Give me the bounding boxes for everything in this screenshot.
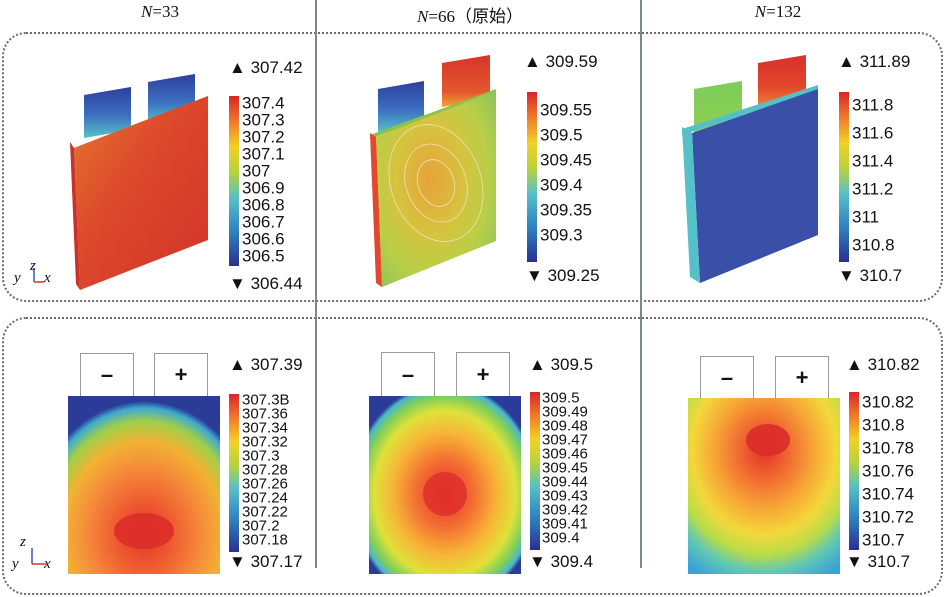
- min-label-top-n132: ▼ 310.7: [838, 266, 903, 285]
- max-marker-icon: ▲: [524, 52, 541, 71]
- axis-triad-bottom: [31, 548, 46, 565]
- colorbar-ticks-top-n132: 311.8 311.6 311.4 311.2 311 310.8: [852, 95, 895, 255]
- max-label-top-n132: ▲ 311.89: [838, 52, 911, 71]
- tab-negative: [84, 87, 131, 138]
- min-marker-icon: ▼: [838, 266, 855, 285]
- contour-map-n132: [688, 398, 840, 574]
- min-label-bottom-n66: ▼ 309.4: [529, 552, 594, 571]
- top-row-panel: [2, 32, 943, 302]
- max-marker-icon: ▲: [846, 355, 863, 374]
- column-title-n132: N=132: [754, 2, 802, 21]
- colorbar-bottom-n132: [849, 392, 859, 550]
- colorbar-bottom-n66: [530, 392, 540, 550]
- bottom-row-panel: [2, 317, 943, 595]
- colorbar-ticks-top-n66: 309.55 309.5 309.45 309.4 309.35 309.3: [540, 100, 592, 245]
- contour-map-n66: [369, 396, 521, 574]
- min-label-bottom-n132: ▼ 310.7: [846, 552, 911, 571]
- cell-front-face: [692, 89, 818, 283]
- contour-map-n33: [68, 396, 220, 574]
- tab-negative-box: –: [700, 356, 754, 400]
- cell-front-face: [376, 91, 496, 287]
- min-marker-icon: ▼: [229, 274, 246, 293]
- cell-3d-plot-n132: [682, 55, 818, 283]
- cell-edge-face: [370, 133, 382, 287]
- min-label-top-n33: ▼ 306.44: [229, 274, 303, 293]
- axis-label-y: y: [14, 270, 21, 286]
- max-label-bottom-n132: ▲ 310.82: [846, 355, 920, 374]
- min-marker-icon: ▼: [526, 266, 543, 285]
- colorbar-top-n33: [229, 96, 239, 266]
- axis-label-x: x: [44, 270, 51, 286]
- max-label-bottom-n33: ▲ 307.39: [229, 355, 303, 374]
- colorbar-ticks-top-n33: 307.4 307.3 307.2 307.1 307 306.9 306.8 …: [242, 93, 285, 266]
- axis-label-z: z: [30, 258, 36, 274]
- max-label-top-n33: ▲ 307.42: [229, 58, 303, 77]
- cell-edge-face: [70, 142, 80, 290]
- min-label-bottom-n33: ▼ 307.17: [229, 552, 303, 571]
- tab-positive: [442, 55, 490, 107]
- column-separator-1: [315, 0, 317, 568]
- column-separator-2: [640, 0, 642, 568]
- axis-label-z-bottom: z: [20, 534, 26, 550]
- cell-3d-plot-n33: [70, 74, 208, 290]
- max-marker-icon: ▲: [229, 355, 246, 374]
- min-marker-icon: ▼: [529, 552, 546, 571]
- cell-side-face: [682, 85, 818, 135]
- max-marker-icon: ▲: [529, 355, 546, 374]
- tab-positive-box: +: [775, 356, 829, 400]
- column-title-n66: N=66（原始）: [417, 7, 523, 26]
- colorbar-ticks-bottom-n33: 307.3B 307.36 307.34 307.32 307.3 307.28…: [242, 391, 290, 549]
- max-label-top-n66: ▲ 309.59: [524, 52, 598, 71]
- column-title-n33: N=33: [141, 2, 179, 21]
- colorbar-ticks-bottom-n132: 310.82 310.8 310.78 310.76 310.74 310.72…: [862, 392, 914, 550]
- axis-triad-top-1: [33, 268, 44, 283]
- colorbar-top-n66: [527, 92, 537, 262]
- colorbar-top-n132: [839, 92, 849, 262]
- colorbar-bottom-n33: [229, 394, 239, 552]
- axis-label-y-bottom: y: [12, 556, 19, 572]
- cell-edge-face: [682, 127, 700, 283]
- colorbar-ticks-bottom-n66: 309.5 309.49 309.48 309.47 309.46 309.45…: [542, 389, 588, 547]
- tab-positive-box: +: [154, 353, 208, 397]
- min-label-top-n66: ▼ 309.25: [526, 266, 600, 285]
- min-marker-icon: ▼: [229, 552, 246, 571]
- axis-label-x-bottom: x: [44, 556, 51, 572]
- cell-3d-plot-n66: [370, 55, 496, 287]
- tab-negative-box: –: [80, 353, 134, 397]
- cell-side-face: [370, 89, 496, 139]
- max-marker-icon: ▲: [229, 58, 246, 77]
- tab-positive-box: +: [456, 352, 510, 398]
- min-marker-icon: ▼: [846, 552, 863, 571]
- tab-negative-box: –: [381, 352, 435, 398]
- cell-front-face: [74, 96, 208, 290]
- max-marker-icon: ▲: [838, 52, 855, 71]
- max-label-bottom-n66: ▲ 309.5: [529, 355, 594, 374]
